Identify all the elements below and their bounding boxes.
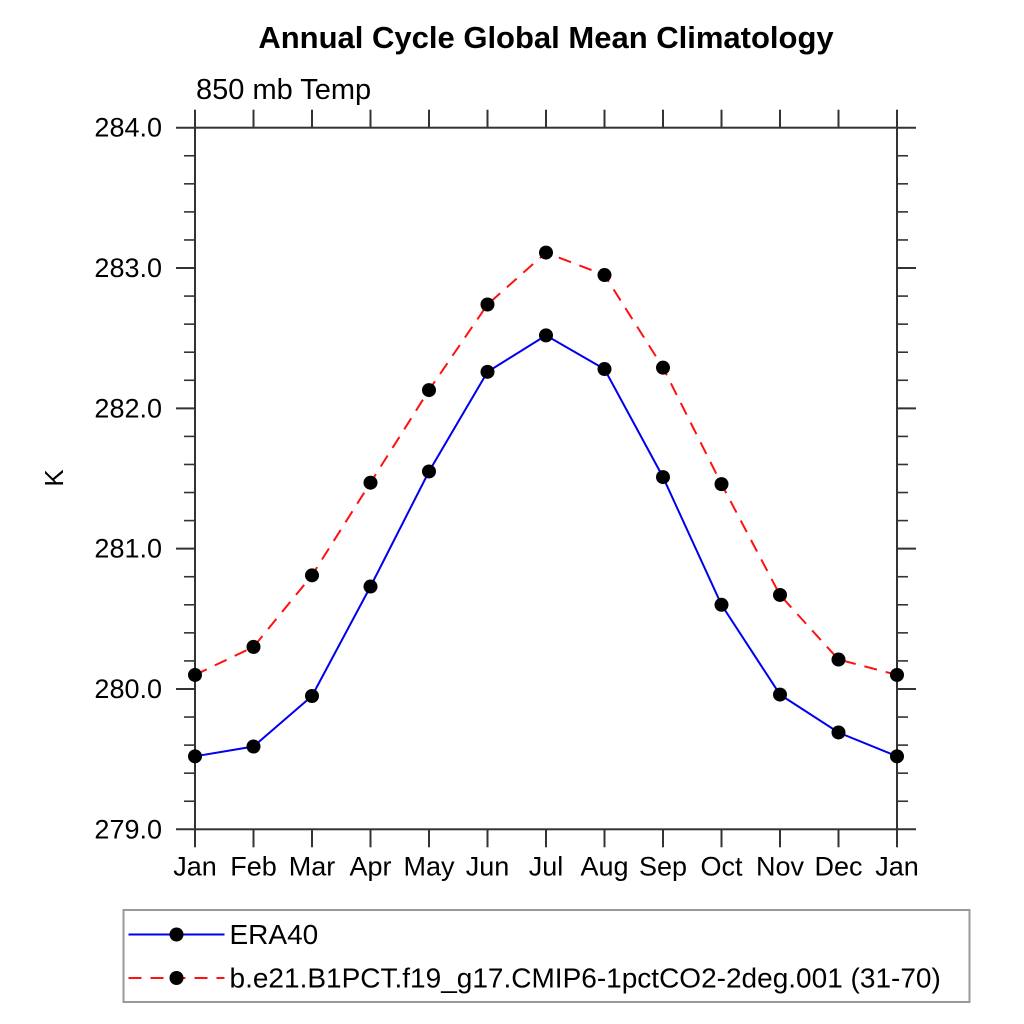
chart-subtitle: 850 mb Temp bbox=[196, 74, 371, 106]
x-axis-label: May bbox=[403, 851, 455, 881]
series-marker-era40 bbox=[656, 470, 670, 485]
series-marker-b-e21-b1pct-f19-g17- bbox=[656, 360, 670, 375]
series-marker-b-e21-b1pct-f19-g17- bbox=[480, 297, 495, 312]
x-axis-label: Mar bbox=[289, 851, 336, 881]
x-axis-label: Jul bbox=[529, 851, 564, 881]
y-axis-label: 283.0 bbox=[94, 253, 162, 283]
series-line-era40 bbox=[194, 334, 898, 758]
y-axis-unit-label: K bbox=[39, 469, 69, 487]
series-marker-era40 bbox=[890, 749, 904, 764]
series-marker-b-e21-b1pct-f19-g17- bbox=[539, 245, 553, 260]
y-axis-label: 284.0 bbox=[94, 113, 162, 143]
legend-box bbox=[122, 909, 971, 1003]
series-marker-era40 bbox=[188, 749, 202, 764]
chart-title: Annual Cycle Global Mean Climatology bbox=[258, 20, 834, 55]
x-axis-label: Apr bbox=[349, 851, 391, 881]
series-marker-b-e21-b1pct-f19-g17- bbox=[714, 477, 729, 492]
series-line-b-e21-b1pct-f19-g17- bbox=[194, 251, 898, 676]
series-marker-b-e21-b1pct-f19-g17- bbox=[831, 652, 846, 667]
series-marker-b-e21-b1pct-f19-g17- bbox=[773, 587, 787, 602]
series-marker-era40 bbox=[714, 597, 729, 612]
series-marker-b-e21-b1pct-f19-g17- bbox=[597, 268, 612, 283]
tick-labels: Jan Feb Mar Apr May Jun Jul Aug Sep Oct Nov Dec Jan 2… bbox=[94, 113, 918, 882]
series-marker-era40 bbox=[422, 464, 436, 479]
series-marker-era40 bbox=[773, 687, 787, 702]
series-marker-era40 bbox=[363, 579, 378, 594]
series-marker-b-e21-b1pct-f19-g17- bbox=[422, 383, 436, 398]
x-axis-label: Jun bbox=[466, 851, 510, 881]
x-axis-label: Aug bbox=[580, 851, 628, 881]
plot-frame bbox=[194, 126, 898, 831]
x-axis-label: Nov bbox=[756, 851, 805, 881]
y-axis-label: 279.0 bbox=[94, 814, 162, 844]
series-marker-era40 bbox=[246, 739, 261, 754]
axes bbox=[176, 109, 916, 848]
series-marker-b-e21-b1pct-f19-g17- bbox=[363, 475, 378, 490]
legend-label: b.e21.B1PCT.f19_g17.CMIP6-1pctCO2-2deg.0… bbox=[230, 963, 941, 994]
series-marker-era40 bbox=[539, 328, 553, 343]
y-axis-label: 280.0 bbox=[94, 674, 162, 704]
legend-marker bbox=[169, 971, 184, 985]
x-axis-label: Dec bbox=[814, 851, 862, 881]
legend: ERA40 b.e21.B1PCT.f19_g17.CMIP6-1pctCO2-2… bbox=[122, 909, 971, 1003]
x-axis-label: Sep bbox=[639, 851, 687, 881]
legend-marker bbox=[169, 927, 184, 942]
data-series bbox=[188, 245, 904, 764]
y-axis-label: 281.0 bbox=[94, 534, 162, 564]
series-marker-b-e21-b1pct-f19-g17- bbox=[305, 568, 319, 583]
x-axis-label: Jan bbox=[173, 851, 217, 881]
series-marker-era40 bbox=[305, 688, 319, 703]
x-axis-label: Oct bbox=[700, 851, 743, 881]
y-axis-label: 282.0 bbox=[94, 393, 162, 423]
series-marker-era40 bbox=[831, 725, 846, 740]
series-marker-b-e21-b1pct-f19-g17- bbox=[188, 667, 202, 682]
x-axis-label: Jan bbox=[875, 851, 919, 881]
x-axis-label: Feb bbox=[230, 851, 277, 881]
series-marker-b-e21-b1pct-f19-g17- bbox=[246, 639, 261, 654]
series-marker-era40 bbox=[480, 364, 495, 379]
series-marker-b-e21-b1pct-f19-g17- bbox=[890, 667, 904, 682]
legend-label: ERA40 bbox=[230, 919, 319, 950]
series-marker-era40 bbox=[597, 362, 612, 377]
